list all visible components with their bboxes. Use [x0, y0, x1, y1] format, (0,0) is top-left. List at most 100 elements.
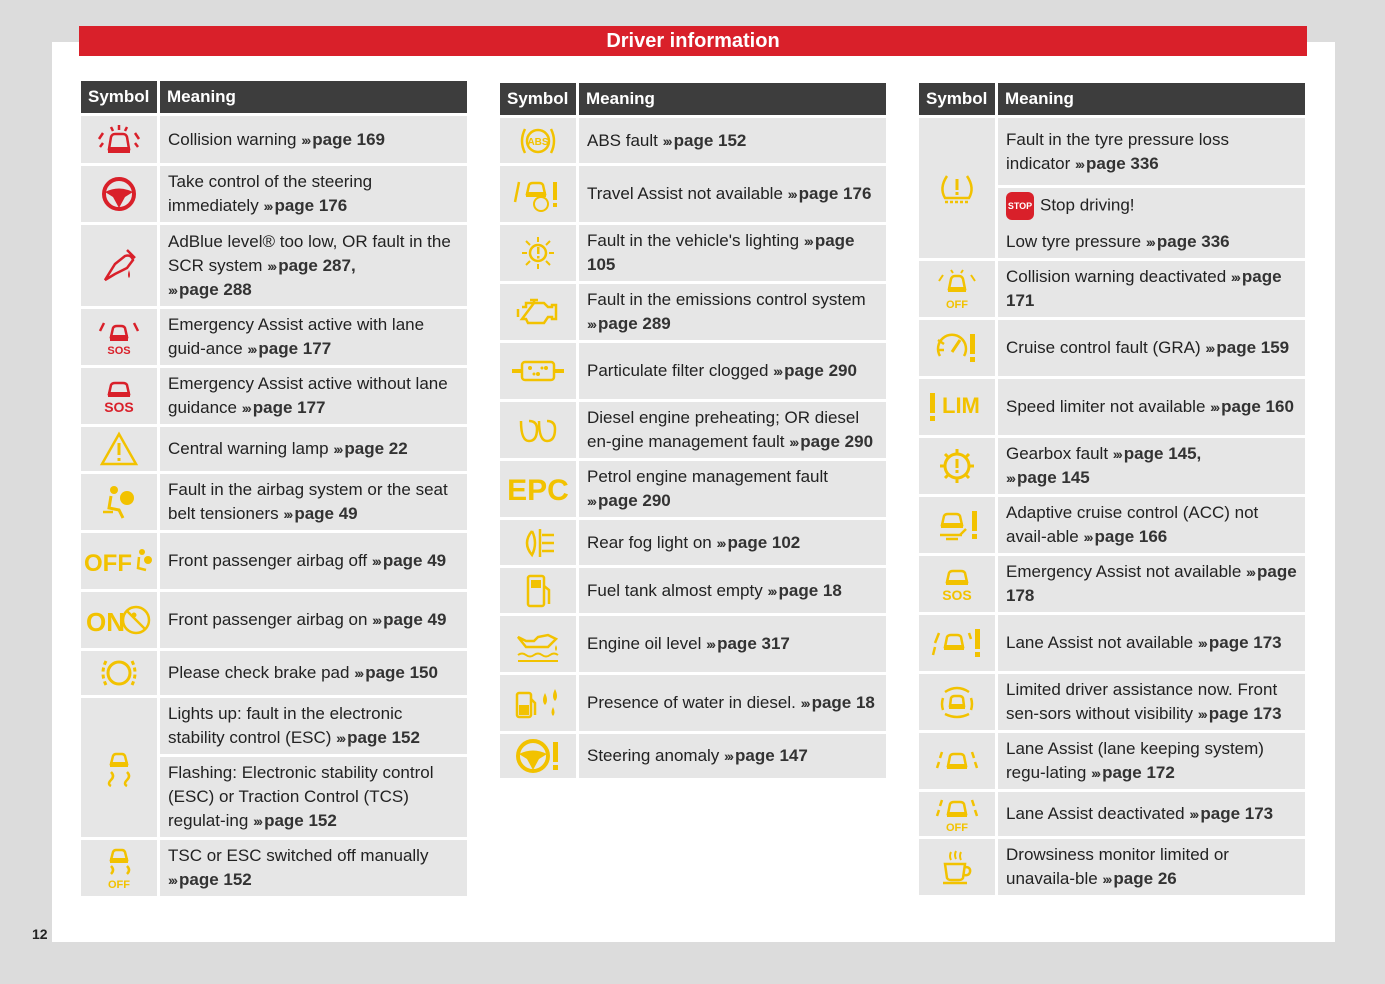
page-reference[interactable]: ››› page 289 [587, 314, 671, 333]
page-reference[interactable]: ››› page 317 [706, 634, 790, 653]
table-row: Lane Assist not available ››› page 173 [919, 615, 1305, 671]
meaning-text: Fault in the tyre pressure loss indicato… [1006, 129, 1229, 173]
page-reference[interactable]: ››› page 150 [354, 663, 438, 682]
page-reference-text: page 290 [598, 491, 671, 510]
page-reference[interactable]: ››› page 287, [267, 256, 356, 275]
meaning-cell: Fault in the vehicle's lighting ››› page … [579, 225, 886, 281]
page-reference[interactable]: ››› page 177 [242, 398, 326, 417]
symbol-cell [500, 402, 576, 458]
meaning-text-line: Front passenger airbag off ››› page 49 [168, 549, 459, 573]
steering-wheel-icon [100, 175, 138, 213]
table-row: Engine oil level ››› page 317 [500, 616, 886, 672]
symbol-cell [500, 166, 576, 222]
page-reference[interactable]: ››› page 173 [1189, 804, 1273, 823]
table-row: SOS Emergency Assist active without lane … [81, 368, 467, 424]
page-reference-text: page 145 [1017, 468, 1090, 487]
meaning-text: ABS fault [587, 130, 658, 150]
page-reference[interactable]: ››› page 152 [168, 870, 252, 889]
page-reference[interactable]: ››› page 176 [788, 184, 872, 203]
meaning-text: Fuel tank almost empty [587, 580, 763, 600]
page-reference[interactable]: ››› page 147 [724, 746, 808, 765]
meaning-text-line: Take control of the steering immediately… [168, 170, 459, 218]
meaning-text-line: Fault in the airbag system or the seat b… [168, 478, 459, 526]
page-reference[interactable]: ››› page 49 [372, 551, 446, 570]
meaning-header: Meaning [998, 83, 1305, 115]
page-reference[interactable]: ››› page 18 [801, 693, 875, 712]
page-reference[interactable]: ››› page 169 [301, 130, 385, 149]
page-reference[interactable]: ››› page 152 [253, 811, 337, 830]
meaning-text-line: Lane Assist deactivated ››› page 173 [1006, 802, 1297, 826]
page-reference[interactable]: ››› page 49 [283, 504, 357, 523]
table-row: ABS ABS fault ››› page 152 [500, 118, 886, 163]
meaning-cell: Cruise control fault (GRA) ››› page 159 [998, 320, 1305, 376]
meaning-text-line: Collision warning ››› page 169 [168, 128, 459, 152]
table-row: OFF TSC or ESC switched off manually ››› p… [81, 840, 467, 896]
reference-arrows-icon: ››› [267, 257, 277, 274]
reference-arrows-icon: ››› [1075, 155, 1085, 172]
meaning-text-line: Adaptive cruise control (ACC) not avail-… [1006, 501, 1297, 549]
table-row: Presence of water in diesel. ››› page 18 [500, 675, 886, 731]
page-reference-text: page 152 [179, 870, 252, 889]
table-row: Limited driver assistance now. Front sen… [919, 674, 1305, 730]
meaning-text-line: Emergency Assist not available ››› page 1… [1006, 560, 1297, 608]
meaning-cell: Fault in the airbag system or the seat b… [160, 474, 467, 530]
page-reference[interactable]: ››› page 336 [1146, 232, 1230, 251]
page-reference[interactable]: ››› page 160 [1210, 397, 1294, 416]
page-reference[interactable]: ››› page 49 [372, 610, 446, 629]
meaning-cell: ABS fault ››› page 152 [579, 118, 886, 163]
page-reference[interactable]: ››› page 152 [336, 728, 420, 747]
symbol-cell [500, 734, 576, 778]
page-reference-text: page 26 [1113, 869, 1177, 888]
meaning-cell: Limited driver assistance now. Front sen… [998, 674, 1305, 730]
symbol-cell [81, 651, 157, 695]
page-reference[interactable]: ››› page 178 [1006, 562, 1297, 605]
page-reference[interactable]: ››› page 145 [1006, 468, 1090, 487]
meaning-text-line: Fault in the tyre pressure loss indicato… [1006, 128, 1297, 176]
reference-arrows-icon: ››› [263, 198, 273, 214]
meaning-cell: Speed limiter not available ››› page 160 [998, 379, 1305, 435]
symbol-cell [500, 568, 576, 613]
page-reference[interactable]: ››› page 288 [168, 280, 252, 299]
page-reference-text: page 176 [274, 196, 348, 215]
rear-fog-icon [518, 525, 558, 561]
reference-arrows-icon: ››› [168, 281, 178, 298]
gearbox-icon [937, 446, 977, 486]
meaning-text-line: Lights up: fault in the electronic stabi… [168, 702, 459, 750]
meaning-text-line: Petrol engine management fault ››› page 2… [587, 465, 878, 513]
page-reference[interactable]: ››› page 152 [663, 131, 747, 150]
page-reference[interactable]: ››› page 26 [1102, 869, 1176, 888]
page-reference[interactable]: ››› page 290 [773, 361, 857, 380]
page-reference[interactable]: ››› page 22 [333, 439, 407, 458]
page-reference[interactable]: ››› page 145, [1113, 444, 1202, 463]
meaning-text-line: Diesel engine preheating; OR diesel en-g… [587, 406, 878, 454]
meaning-text: Presence of water in diesel. [587, 693, 796, 712]
meaning-header: Meaning [579, 83, 886, 115]
page-reference[interactable]: ››› page 173 [1198, 633, 1282, 652]
page-reference[interactable]: ››› page 102 [716, 533, 800, 552]
page-reference[interactable]: ››› page 172 [1091, 763, 1175, 782]
table-row: OFF Front passenger airbag off ››› page 49 [81, 533, 467, 589]
page-reference[interactable]: ››› page 176 [263, 196, 347, 215]
tyre-pressure-icon [937, 170, 977, 206]
page-reference[interactable]: ››› page 336 [1075, 154, 1159, 173]
meaning-text: Fault in the vehicle's lighting [587, 231, 800, 250]
page-reference[interactable]: ››› page 173 [1198, 704, 1282, 723]
page-reference[interactable]: ››› page 177 [247, 339, 331, 358]
symbol-cell [919, 497, 995, 553]
page-reference-text: page 173 [1208, 633, 1282, 652]
meaning-text: Low tyre pressure [1006, 232, 1142, 251]
reference-arrows-icon: ››› [800, 695, 811, 711]
reference-arrows-icon: ››› [706, 636, 716, 652]
page-reference[interactable]: ››› page 290 [789, 432, 873, 451]
symbol-cell [500, 520, 576, 565]
water-in-diesel-icon [513, 685, 563, 721]
page-reference[interactable]: ››› page 290 [587, 491, 671, 510]
page-reference[interactable]: ››› page 166 [1084, 527, 1168, 546]
page-reference[interactable]: ››› page 18 [767, 581, 841, 600]
page-number: 12 [32, 926, 48, 942]
page-reference-text: page 317 [717, 634, 790, 653]
page-reference[interactable]: ››› page 171 [1006, 267, 1282, 310]
page-reference[interactable]: ››› page 159 [1205, 338, 1289, 357]
page-reference[interactable]: ››› page 105 [587, 231, 855, 274]
symbol-cell [500, 225, 576, 281]
